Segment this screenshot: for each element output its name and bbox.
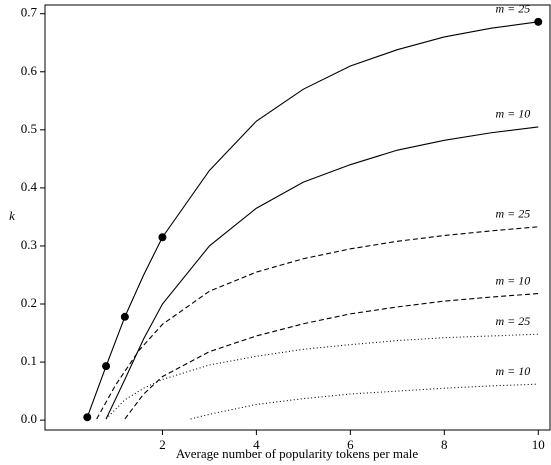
marker-point [102,362,111,371]
x-tick-label: 8 [441,437,448,452]
y-tick-label: 0.7 [21,5,38,20]
y-tick-label: 0.5 [21,121,37,136]
x-tick-label: 2 [159,437,166,452]
x-tick-label: 10 [532,437,545,452]
line-series [190,383,539,420]
y-tick-label: 0.4 [21,179,38,194]
y-tick-label: 0.2 [21,295,37,310]
series-label: m = 25 [495,314,530,328]
line-series [86,21,539,418]
line-series [105,333,539,420]
y-axis-label: k [9,208,15,223]
marker-point [120,312,129,321]
marker-point [83,413,92,422]
y-tick-label: 0.6 [21,63,38,78]
line-series [96,226,539,420]
plot-frame [44,4,551,431]
series-label: m = 10 [495,107,530,121]
series-label: m = 10 [495,364,530,378]
y-tick-label: 0.0 [21,411,37,426]
x-tick-label: 4 [253,437,260,452]
series-label: m = 25 [495,2,530,16]
x-axis-label: Average number of popularity tokens per … [176,446,419,461]
line-series [124,293,539,420]
series-label: m = 10 [495,273,530,287]
marker-point [158,233,167,242]
y-tick-label: 0.1 [21,353,37,368]
marker-point [534,17,543,26]
line-series [105,126,539,420]
x-tick-label: 6 [347,437,354,452]
y-tick-label: 0.3 [21,237,37,252]
series-label: m = 25 [495,207,530,221]
